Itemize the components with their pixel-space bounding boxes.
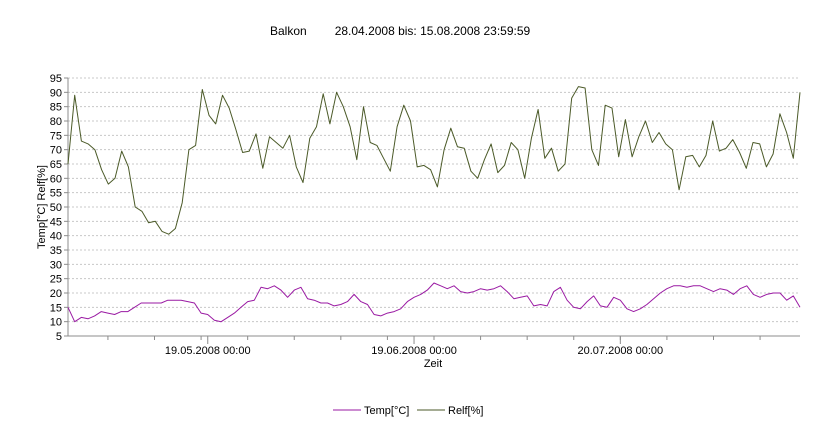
series-line-relf	[67, 86, 801, 235]
y-tick-label: 30	[50, 259, 62, 271]
y-tick-label: 80	[50, 116, 62, 128]
y-tick-label: 20	[50, 288, 62, 300]
chart-title: Balkon 28.04.2008 bis: 15.08.2008 23:59:5…	[270, 24, 530, 38]
chart-title-station: Balkon	[270, 24, 307, 38]
x-tick-label: 20.07.2008 00:00	[578, 345, 664, 357]
y-tick-label: 50	[50, 202, 62, 214]
y-tick-label: 90	[50, 87, 62, 99]
legend-item-relf: Relf[%]	[417, 405, 483, 417]
y-tick-label: 65	[50, 159, 62, 171]
legend-label: Relf[%]	[448, 405, 483, 417]
y-tick-label: 85	[50, 102, 62, 114]
y-tick-labels: 5 10 15 20 25 30 35 40 45 50 55 60 65 70 75 80 85 90 95	[50, 73, 62, 343]
legend-label: Temp[°C]	[364, 405, 409, 417]
axes	[64, 77, 800, 344]
y-tick-label: 40	[50, 231, 62, 243]
grid-lines	[68, 77, 800, 323]
x-tick-label: 19.06.2008 00:00	[371, 345, 457, 357]
y-tick-label: 15	[50, 302, 62, 314]
x-axis-label: Zeit	[424, 358, 442, 370]
y-tick-label: 5	[56, 331, 62, 343]
data-series	[67, 86, 801, 323]
y-tick-label: 70	[50, 145, 62, 157]
chart-title-range: 28.04.2008 bis: 15.08.2008 23:59:59	[334, 24, 531, 38]
y-tick-label: 10	[50, 317, 62, 329]
y-tick-label: 45	[50, 216, 62, 228]
legend: Temp[°C] Relf[%]	[333, 405, 483, 417]
series-line-temp-c	[67, 282, 801, 323]
x-tick-label: 19.05.2008 00:00	[165, 345, 251, 357]
x-tick-labels: 19.05.2008 00:00 19.06.2008 00:00 20.07.20…	[165, 345, 663, 357]
y-tick-label: 35	[50, 245, 62, 257]
y-tick-label: 55	[50, 188, 62, 200]
legend-item-temp-c: Temp[°C]	[333, 405, 409, 417]
y-tick-label: 25	[50, 274, 62, 286]
y-tick-label: 75	[50, 130, 62, 142]
y-tick-label: 60	[50, 173, 62, 185]
y-axis-label: Temp[°C] Relf[%]	[36, 165, 48, 249]
y-tick-label: 95	[50, 73, 62, 85]
